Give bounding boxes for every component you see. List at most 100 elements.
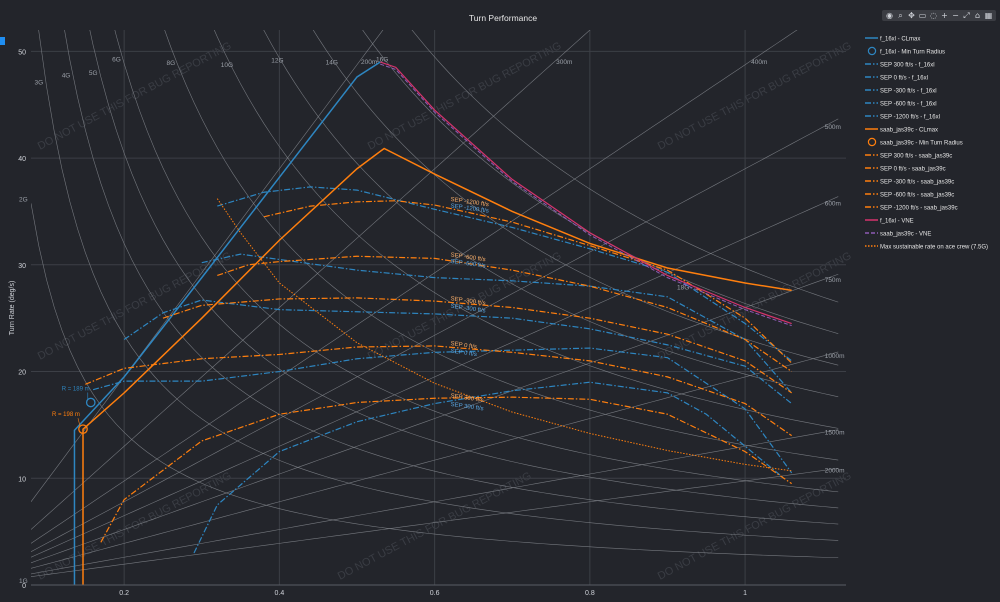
radius-guide-label: 600m — [825, 200, 841, 207]
f16_sep300-line[interactable] — [193, 381, 785, 554]
y-tick-label: 0 — [22, 583, 26, 590]
y-tick-label: 10 — [18, 476, 26, 483]
saab_sepm300-line[interactable] — [162, 297, 793, 394]
g-guide-label: 3G — [35, 79, 44, 86]
zoom-out-icon[interactable]: − — [952, 11, 959, 20]
legend-label: SEP -1200 ft/s - saab_jas39c — [880, 206, 958, 212]
radius-guide-label: 1000m — [825, 353, 845, 360]
sep-label: SEP -1200 ft/s — [450, 197, 489, 208]
legend: f_16xl - CLmax f_16xl - Min Turn Radius SE… — [865, 37, 988, 251]
y-tick-label: 20 — [18, 370, 26, 377]
legend-item[interactable]: SEP -300 ft/s - saab_jas39c — [865, 180, 954, 186]
f16_sep0-line[interactable] — [92, 347, 793, 474]
legend-item[interactable]: f_16xl - VNE — [865, 219, 914, 225]
radius-guide-label: 200m — [361, 59, 377, 66]
x-tick-label: 0.8 — [585, 590, 595, 597]
g-guide-label: 1G — [19, 578, 28, 585]
g-guide-label: 4G — [62, 72, 71, 79]
f16_sepm1200-line[interactable] — [217, 186, 793, 362]
legend-item[interactable]: f_16xl - CLmax — [865, 37, 920, 43]
ace-line[interactable] — [216, 198, 792, 472]
g-guide-label: 18G — [677, 284, 689, 291]
f16_sepm300-line[interactable] — [123, 299, 793, 405]
legend-item[interactable]: SEP 0 ft/s - f_16xl — [865, 76, 928, 82]
radius-guide-line — [31, 196, 839, 558]
g-guide-label: 14G — [326, 60, 338, 67]
f16_sepm600-line[interactable] — [201, 253, 793, 394]
pan-icon[interactable]: ✥ — [908, 11, 915, 20]
f16_clmax-line[interactable] — [73, 61, 381, 585]
legend-label: SEP -600 ft/s - saab_jas39c — [880, 193, 954, 199]
legend-label: SEP 0 ft/s - f_16xl — [880, 76, 928, 82]
legend-label: saab_jas39c - VNE — [880, 232, 931, 238]
legend-item[interactable]: SEP 300 ft/s - saab_jas39c — [865, 154, 952, 160]
legend-label: SEP -300 ft/s - f_16xl — [880, 89, 937, 95]
radius-guide-line — [31, 351, 839, 569]
radius-guide-label: 500m — [825, 124, 841, 131]
legend-label: SEP 300 ft/s - saab_jas39c — [880, 154, 952, 160]
legend-item[interactable]: saab_jas39c - VNE — [865, 232, 931, 238]
legend-label: SEP 300 ft/s - f_16xl — [880, 63, 935, 69]
legend-item[interactable]: SEP -1200 ft/s - saab_jas39c — [865, 206, 958, 212]
g-guide-label: 2G — [19, 196, 28, 203]
legend-item[interactable]: f_16xl - Min Turn Radius — [867, 46, 945, 56]
radius-guide-line — [31, 468, 839, 577]
zoom-icon[interactable]: ⌕ — [898, 11, 903, 20]
legend-swatch — [867, 137, 877, 147]
g-guide-label: 10G — [221, 62, 233, 69]
sep-label: SEP -600 ft/s — [450, 252, 486, 263]
saab_minr-marker[interactable] — [78, 424, 88, 435]
radius-guide-line — [31, 429, 839, 575]
camera-icon[interactable]: ◉ — [886, 11, 893, 20]
y-tick-label: 50 — [18, 49, 26, 56]
legend-item[interactable]: SEP -1200 ft/s - f_16xl — [865, 115, 940, 121]
legend-item[interactable]: SEP -600 ft/s - f_16xl — [865, 102, 937, 108]
min-radius-label: R = 198 m — [52, 412, 80, 418]
plotly-logo-icon[interactable]: ▦ — [984, 11, 993, 20]
legend-item[interactable]: SEP 300 ft/s - f_16xl — [865, 63, 935, 69]
f16_vne-line[interactable] — [380, 61, 792, 325]
lasso-icon[interactable]: ◌ — [930, 11, 937, 20]
plot-area — [31, 30, 846, 585]
radius-guide-label: 400m — [751, 59, 767, 66]
saab_clmax-line[interactable] — [82, 147, 792, 585]
legend-label: Max sustainable rate on ace crew (7.5G) — [880, 245, 988, 251]
g-guide-line — [213, 30, 839, 429]
sep-label: SEP -300 ft/s — [450, 304, 486, 315]
sep-label: SEP 0 ft/s — [450, 349, 477, 359]
legend-item[interactable]: saab_jas39c - Min Turn Radius — [867, 137, 963, 147]
radius-guide-label: 1500m — [825, 429, 845, 436]
zoom-in-icon[interactable]: + — [941, 11, 948, 20]
g-guide-line — [89, 30, 839, 509]
legend-item[interactable]: SEP 0 ft/s - saab_jas39c — [865, 167, 946, 173]
autoscale-icon[interactable]: ⤢ — [963, 11, 970, 20]
y-axis-label: Turn Rate (deg/s) — [9, 281, 16, 336]
radius-guide-line — [31, 30, 591, 530]
g-guide-line — [411, 30, 839, 303]
sep-label: SEP -600 ft/s — [450, 259, 486, 270]
x-tick-label: 0.2 — [119, 590, 129, 597]
saab_sepm600-line[interactable] — [217, 255, 793, 373]
f16_minr-marker[interactable] — [85, 397, 96, 408]
legend-label: SEP -300 ft/s - saab_jas39c — [880, 180, 954, 186]
guide-labels: 1G 2G 3G 4G 5G 6G 8G 10G 12G 14G 16G 18G 200m 300m 400… — [19, 57, 845, 585]
box-select-icon[interactable]: ▭ — [918, 11, 927, 20]
legend-item[interactable]: SEP -300 ft/s - f_16xl — [865, 89, 937, 95]
g-guide-label: 8G — [166, 60, 175, 67]
home-icon[interactable]: ⌂ — [974, 11, 981, 20]
g-guide-line — [114, 30, 839, 493]
radius-guide-line — [31, 30, 384, 502]
legend-item[interactable]: Max sustainable rate on ace crew (7.5G) — [865, 245, 988, 251]
legend-label: saab_jas39c - Min Turn Radius — [880, 141, 963, 147]
saab_vne-line[interactable] — [380, 63, 792, 327]
legend-item[interactable]: saab_jas39c - CLmax — [865, 128, 938, 134]
saab_sep300-line[interactable] — [100, 396, 793, 543]
radius-guide-label: 2000m — [825, 468, 845, 475]
legend-item[interactable]: SEP -600 ft/s - saab_jas39c — [865, 193, 954, 199]
min-radius-label: R = 189 m — [62, 386, 90, 392]
saab_sep0-line[interactable] — [85, 345, 793, 437]
x-tick-label: 0.6 — [430, 590, 440, 597]
y-tick-label: 40 — [18, 156, 26, 163]
